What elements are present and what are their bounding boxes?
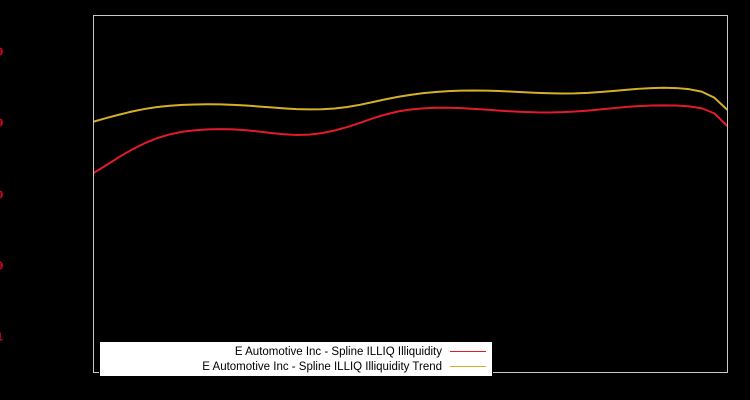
legend-entry[interactable]: E Automotive Inc - Spline ILLIQ Illiquid… (100, 359, 492, 374)
legend-color-swatch (450, 351, 486, 352)
legend-color-swatch (450, 366, 486, 367)
y-axis: 100000000 1000000 10000 100 1 (0, 0, 93, 400)
y-axis-tick-label: 100 (0, 259, 3, 272)
y-axis-tick-label: 100000000 (0, 46, 3, 59)
legend-entry-label: E Automotive Inc - Spline ILLIQ Illiquid… (234, 345, 442, 358)
y-axis-tick-label: 10000 (0, 188, 3, 201)
legend-entry-label: E Automotive Inc - Spline ILLIQ Illiquid… (202, 360, 442, 373)
chart-legend: E Automotive Inc - Spline ILLIQ Illiquid… (99, 341, 493, 377)
plot-area (93, 15, 728, 373)
y-axis-tick-label: 1 (0, 331, 3, 344)
plot-lines (94, 16, 727, 372)
series-line (94, 88, 727, 122)
legend-entry[interactable]: E Automotive Inc - Spline ILLIQ Illiquid… (100, 344, 492, 359)
series-line (94, 105, 727, 172)
y-axis-tick-label: 1000000 (0, 117, 3, 130)
